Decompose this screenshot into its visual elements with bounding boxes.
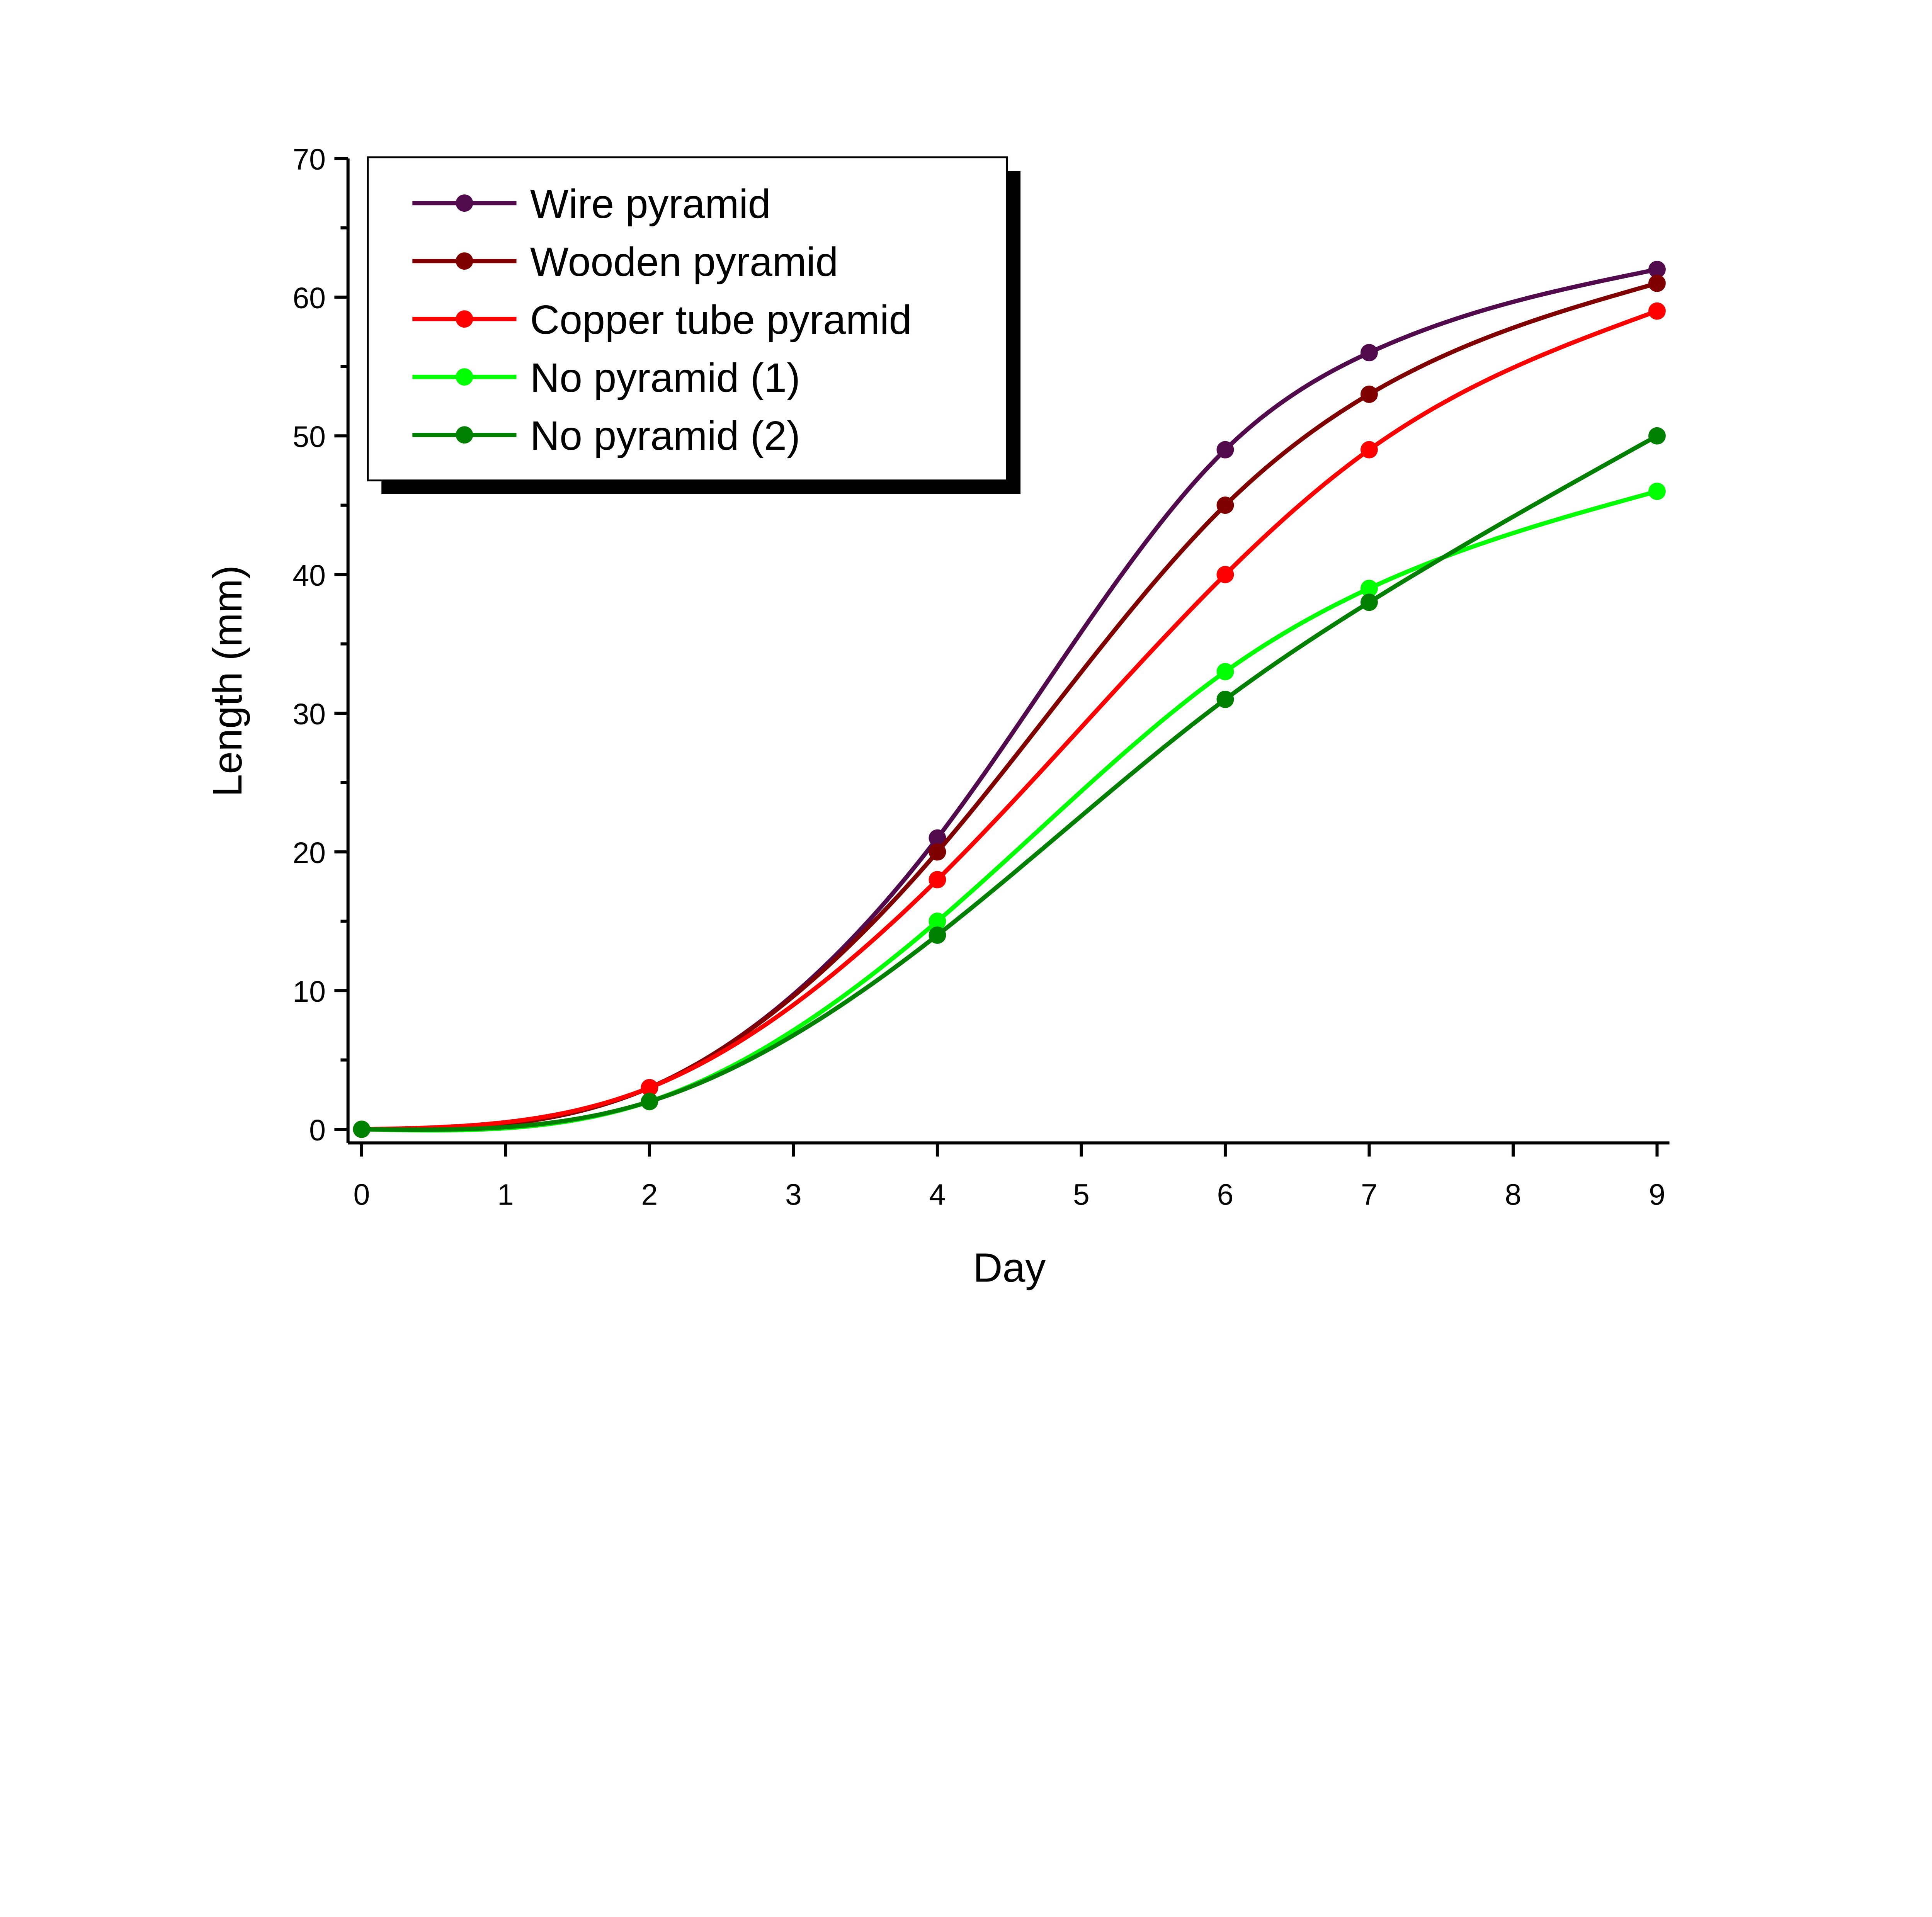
legend-label: Wire pyramid	[530, 181, 771, 227]
legend-entry: Wire pyramid	[412, 181, 771, 227]
legend-marker	[456, 194, 473, 212]
y-tick-label: 50	[293, 420, 326, 454]
y-axis-title: Length (mm)	[205, 565, 250, 797]
y-tick-label: 30	[293, 698, 326, 731]
data-point	[1361, 580, 1378, 597]
y-tick-label: 40	[293, 559, 326, 592]
x-tick-label: 5	[1073, 1178, 1090, 1212]
data-point	[1216, 663, 1234, 680]
data-point	[929, 926, 946, 944]
y-tick-label: 0	[309, 1114, 326, 1147]
data-point	[1216, 690, 1234, 708]
data-point	[1216, 496, 1234, 514]
x-tick-label: 9	[1649, 1178, 1665, 1212]
data-point	[1648, 274, 1666, 292]
legend-entry: No pyramid (2)	[412, 413, 800, 459]
x-tick-label: 0	[354, 1178, 370, 1212]
data-point	[929, 843, 946, 861]
x-tick-label: 2	[641, 1178, 658, 1212]
y-tick-label: 70	[293, 143, 326, 176]
data-point	[1361, 593, 1378, 611]
legend-marker	[456, 252, 473, 270]
line-chart: 0 10 20 30 40 50 60 70 0 1 2 3 4 5 6 7 8 9 Wire pyramid Wo…	[205, 143, 1670, 1290]
data-point	[929, 913, 946, 930]
data-point	[1216, 441, 1234, 459]
data-point	[353, 1120, 371, 1138]
legend-label: Wooden pyramid	[530, 239, 838, 285]
data-point	[1648, 260, 1666, 278]
data-point	[929, 829, 946, 847]
data-point	[1361, 344, 1378, 362]
legend-entry: Copper tube pyramid	[412, 297, 912, 343]
series-line	[361, 434, 1658, 1132]
series-no-pyramid-2	[353, 427, 1666, 1138]
legend: Wire pyramid Wooden pyramid Copper tube py…	[367, 156, 1021, 494]
series-line	[361, 489, 1658, 1133]
legend-marker	[456, 310, 473, 328]
data-point	[1361, 386, 1378, 403]
axes: 0 10 20 30 40 50 60 70 0 1 2 3 4 5 6 7 8 9	[293, 143, 1670, 1212]
legend-label: No pyramid (2)	[530, 413, 800, 459]
x-tick-label: 1	[497, 1178, 514, 1212]
legend-label: Copper tube pyramid	[530, 297, 912, 343]
y-tick-label: 20	[293, 836, 326, 870]
legend-marker	[456, 368, 473, 386]
data-point	[1361, 441, 1378, 459]
x-axis-title: Day	[973, 1245, 1046, 1290]
y-tick-label: 60	[293, 282, 326, 315]
legend-label: No pyramid (1)	[530, 355, 800, 401]
x-tick-label: 3	[785, 1178, 802, 1212]
data-point	[929, 871, 946, 889]
series-group	[353, 260, 1666, 1138]
legend-marker	[456, 426, 473, 444]
y-tick-label: 10	[293, 975, 326, 1008]
data-point	[1216, 566, 1234, 583]
data-point	[641, 1093, 658, 1110]
data-point	[641, 1079, 658, 1096]
series-no-pyramid-1	[353, 483, 1666, 1138]
legend-entry: Wooden pyramid	[412, 239, 838, 285]
series-line	[361, 309, 1658, 1132]
x-tick-label: 6	[1217, 1178, 1234, 1212]
x-tick-label: 4	[929, 1178, 946, 1212]
data-point	[1648, 302, 1666, 320]
x-tick-label: 7	[1361, 1178, 1378, 1212]
x-tick-label: 8	[1505, 1178, 1522, 1212]
legend-entry: No pyramid (1)	[412, 355, 800, 401]
data-point	[1648, 483, 1666, 500]
data-point	[1648, 427, 1666, 445]
